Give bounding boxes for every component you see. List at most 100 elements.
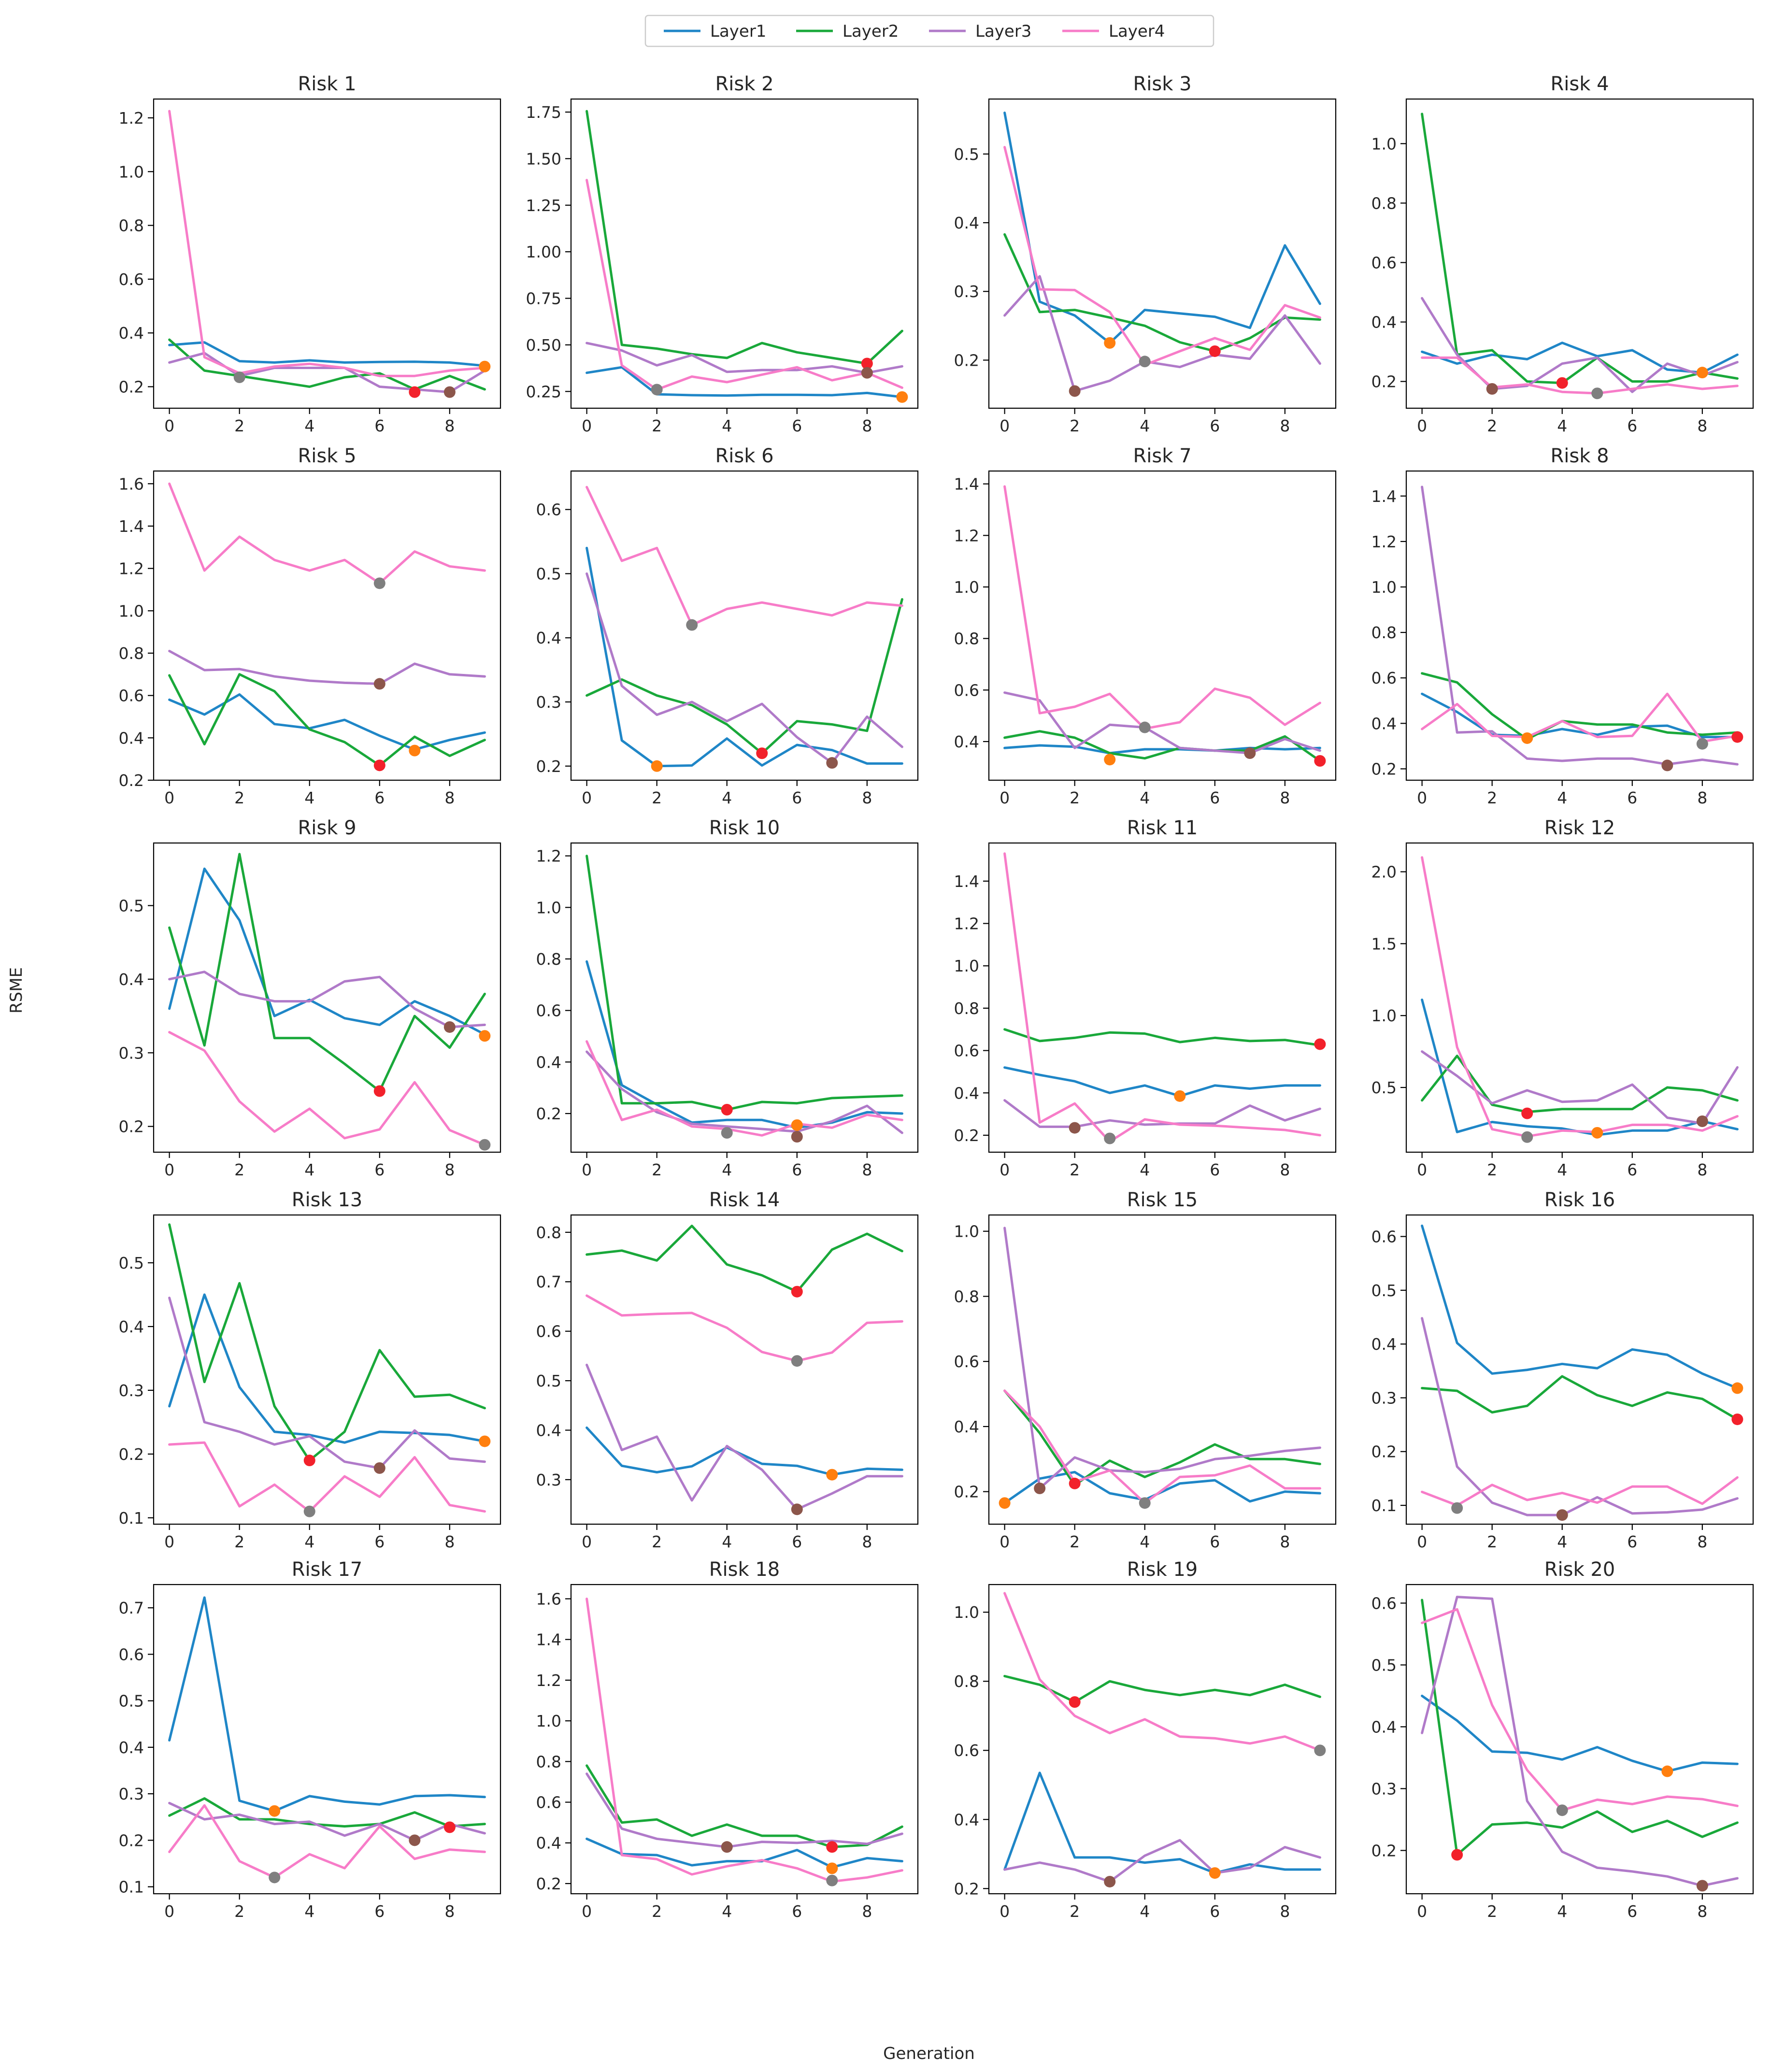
marker-point-orange (1104, 337, 1116, 349)
marker-point-red (303, 1455, 315, 1467)
marker-point-orange (479, 1435, 491, 1447)
series-line-layer4 (1003, 146, 1321, 366)
x-tick-label: 0 (1417, 1902, 1427, 1921)
axes-frame (988, 98, 1337, 409)
series-line-layer1 (586, 366, 903, 399)
y-tick-label: 0.4 (954, 732, 979, 751)
series-line-layer2 (586, 598, 903, 755)
series-line-layer1 (168, 341, 486, 367)
x-tick-label: 2 (1070, 788, 1080, 807)
series-line-layer3 (1421, 1596, 1739, 1887)
marker-point-brown (373, 1462, 386, 1474)
marker-point-brown (721, 1841, 733, 1853)
y-tick-label: 0.6 (536, 1001, 561, 1020)
marker-point-gray (1104, 1132, 1116, 1144)
marker-point-orange (479, 360, 491, 372)
x-tick-label: 4 (1557, 1902, 1567, 1921)
x-tick-label: 6 (1627, 1532, 1637, 1551)
y-tick-label: 0.6 (1371, 1594, 1397, 1613)
y-tick-label: 1.4 (954, 872, 979, 891)
series-line-layer1 (586, 546, 903, 768)
x-tick-label: 2 (234, 1902, 244, 1921)
series-line-layer3 (168, 971, 486, 1029)
marker-point-red (861, 357, 873, 370)
series-line-layer3 (1003, 1099, 1321, 1128)
marker-point-gray (1139, 1497, 1151, 1509)
y-tick-label: 0.8 (954, 1287, 979, 1306)
subplot-risk-12: Risk 12 0 2 4 6 8 0.5 1.0 1.5 2.0 (1371, 817, 1754, 1179)
x-tick-label: 4 (304, 1902, 314, 1921)
subplot-risk-20: Risk 20 0 2 4 6 8 0.2 0.3 0.4 0.5 0.6 (1371, 1558, 1754, 1921)
y-tick-label: 1.2 (954, 526, 979, 545)
x-tick-label: 8 (1697, 1160, 1707, 1179)
y-tick-label: 1.0 (1371, 1006, 1397, 1025)
y-tick-label: 1.0 (954, 578, 979, 597)
subplot-title: Risk 14 (709, 1189, 780, 1211)
x-tick-label: 4 (722, 1902, 732, 1921)
series-line-layer1 (1421, 1694, 1739, 1773)
y-tick-label: 0.6 (119, 270, 144, 289)
marker-point-gray (233, 372, 245, 383)
marker-point-orange (1521, 732, 1533, 744)
y-tick-label: 0.6 (954, 1352, 979, 1371)
axes-frame (570, 842, 919, 1153)
subplot-title: Risk 17 (292, 1558, 363, 1581)
x-tick-label: 6 (374, 416, 385, 435)
y-tick-label: 0.6 (954, 681, 979, 700)
subplot-risk-2: Risk 2 0 2 4 6 8 0.25 0.50 0.75 1.00 1.25 1.50 1.75 (526, 73, 919, 435)
axes-frame (988, 842, 1337, 1153)
y-tick-label: 0.6 (536, 1793, 561, 1812)
x-tick-label: 6 (1627, 416, 1637, 435)
marker-point-orange (896, 391, 908, 403)
x-tick-label: 2 (1487, 788, 1497, 807)
marker-point-orange (1209, 1867, 1221, 1879)
y-tick-label: 0.6 (1371, 1228, 1397, 1246)
y-tick-label: 0.6 (954, 1042, 979, 1060)
x-tick-label: 2 (1487, 1902, 1497, 1921)
y-tick-label: 1.50 (526, 149, 561, 168)
x-tick-label: 2 (1070, 416, 1080, 435)
marker-point-orange (269, 1805, 281, 1817)
axes-frame (570, 470, 919, 781)
x-tick-label: 2 (234, 416, 244, 435)
y-tick-label: 0.75 (526, 289, 561, 308)
series-line-layer1 (1421, 692, 1739, 739)
x-tick-label: 8 (444, 1160, 455, 1179)
series-line-layer3 (168, 650, 486, 685)
y-tick-label: 0.4 (954, 1417, 979, 1436)
series-line-layer4 (1421, 1476, 1739, 1507)
y-tick-label: 1.4 (1371, 487, 1397, 506)
x-tick-label: 4 (722, 1532, 732, 1551)
marker-point-orange (1696, 367, 1708, 379)
marker-point-brown (861, 367, 873, 379)
subplot-risk-3: Risk 3 0 2 4 6 8 0.2 0.3 0.4 0.5 (954, 73, 1337, 435)
series-line-layer2 (1003, 730, 1321, 762)
y-tick-label: 0.6 (119, 1645, 144, 1664)
marker-point-red (1731, 731, 1743, 743)
series-line-layer4 (586, 1294, 903, 1362)
subplot-title: Risk 15 (1127, 1189, 1198, 1211)
marker-point-red (1314, 755, 1326, 767)
series-line-layer4 (1421, 856, 1739, 1138)
series-line-layer1 (168, 1596, 486, 1813)
x-tick-label: 4 (722, 788, 732, 807)
x-tick-label: 8 (862, 416, 872, 435)
subplot-title: Risk 1 (298, 73, 356, 95)
series-line-layer2 (586, 110, 903, 365)
series-line-layer2 (168, 673, 486, 767)
x-tick-label: 6 (792, 416, 802, 435)
x-tick-label: 2 (1487, 1160, 1497, 1179)
y-tick-label: 1.2 (119, 109, 144, 128)
y-tick-label: 0.3 (1371, 1779, 1397, 1798)
marker-point-gray (1451, 1502, 1463, 1514)
marker-point-gray (1521, 1131, 1533, 1143)
x-tick-label: 0 (1000, 1902, 1010, 1921)
y-tick-label: 0.7 (536, 1272, 561, 1291)
marker-point-gray (1696, 738, 1708, 750)
y-tick-label: 1.0 (536, 1712, 561, 1730)
subplot-title: Risk 20 (1544, 1558, 1615, 1581)
x-tick-label: 8 (1280, 788, 1290, 807)
marker-point-red (373, 1085, 386, 1097)
marker-point-orange (1731, 1382, 1743, 1394)
subplot-risk-9: Risk 9 0 2 4 6 8 0.2 0.3 0.4 0.5 (119, 817, 501, 1179)
